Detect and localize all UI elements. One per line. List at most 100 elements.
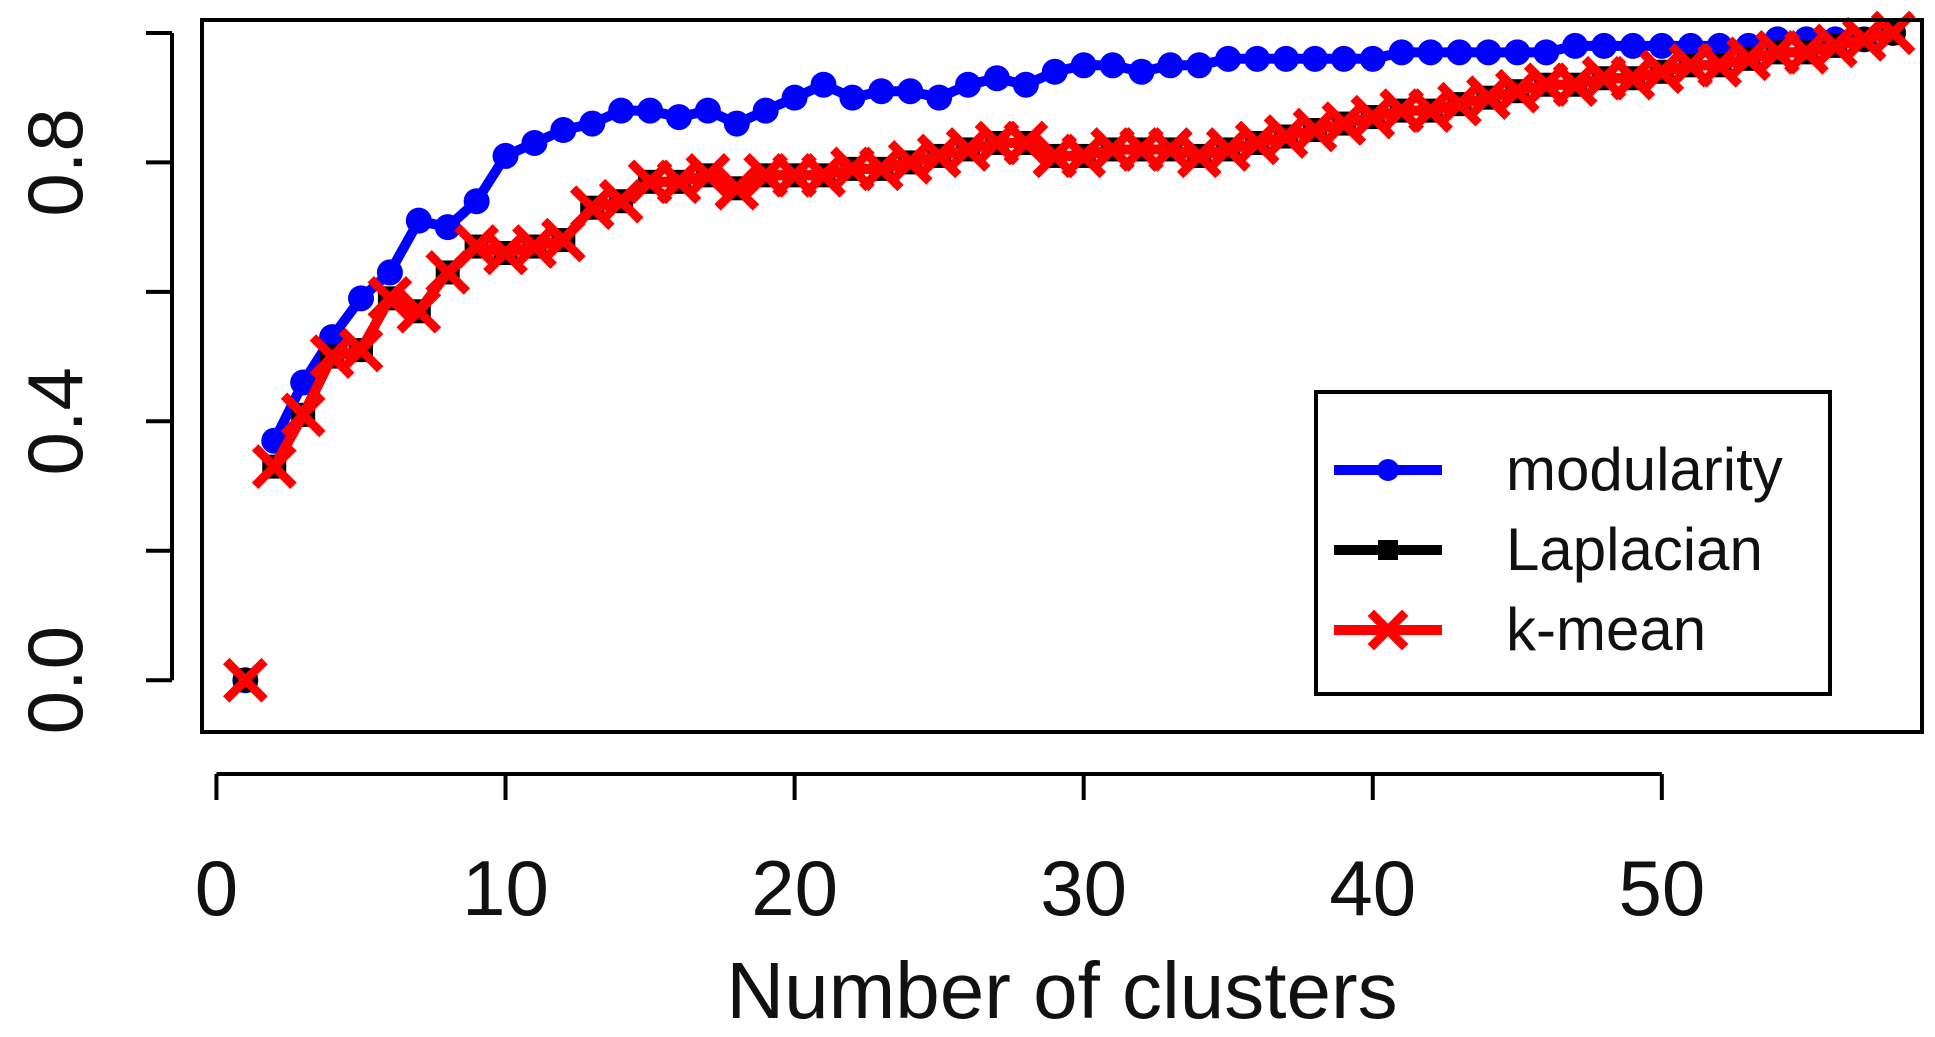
data-point-modularity [1591,32,1618,59]
data-point-modularity [1330,45,1357,72]
data-point-modularity [550,117,577,144]
series-modularity [232,19,1907,694]
data-point-modularity [983,65,1010,92]
data-point-k-mean [1523,62,1569,108]
legend: modularity Laplacian k-mean [1314,390,1832,696]
legend-item-modularity: modularity [1334,436,1783,503]
data-point-modularity [637,97,664,124]
x-tick-label: 10 [462,844,549,932]
data-point-modularity [1186,52,1213,79]
data-point-modularity [1273,45,1300,72]
data-point-k-mean [830,146,875,192]
legend-item-k-mean: k-mean [1334,596,1706,663]
legend-label-modularity: modularity [1506,436,1783,503]
data-point-k-mean [367,275,413,321]
data-point-k-mean [1755,29,1800,75]
data-point-k-mean [627,159,673,205]
data-point-modularity [810,71,837,98]
data-point-modularity [319,324,346,351]
data-point-modularity [1099,52,1126,79]
data-point-k-mean [1379,88,1425,133]
x-axis-title: Number of clusters [726,946,1397,1035]
data-point-k-mean [1870,10,1916,56]
y-tick-label: 0.0 [11,626,99,734]
data-point-modularity [463,188,490,215]
data-point-modularity [1128,58,1155,85]
data-point-modularity [955,71,982,98]
data-point-modularity [897,78,924,105]
data-point-modularity [1388,39,1415,66]
data-point-k-mean [1668,42,1714,88]
x-tick-label: 0 [195,844,238,932]
data-point-modularity [1504,39,1531,66]
data-point-k-mean [280,392,326,438]
data-point-modularity [723,110,750,137]
legend-item-Laplacian: Laplacian [1334,516,1763,583]
data-point-k-mean [540,217,586,263]
legend-label-k-mean: k-mean [1506,596,1706,663]
series-layer [222,10,1916,703]
data-point-k-mean [1581,55,1627,101]
data-point-modularity [1677,32,1704,59]
data-point-k-mean [222,657,268,703]
x-axis: 0 10 20 30 40 50 [195,772,1705,932]
data-point-modularity [579,110,606,137]
data-point-modularity [1648,32,1675,59]
y-tick-label: 0.8 [11,108,99,216]
data-point-k-mean [743,152,789,198]
data-point-modularity [1417,39,1444,66]
data-point-modularity [781,84,808,111]
legend-marker-k-mean [1367,609,1409,651]
data-point-modularity [1533,39,1560,66]
x-tick-label: 40 [1329,844,1416,932]
data-point-k-mean [714,165,760,211]
data-point-k-mean [251,444,297,489]
data-point-modularity [839,84,866,111]
data-point-k-mean [338,327,384,373]
data-point-modularity [665,104,692,131]
data-point-modularity [1619,32,1646,59]
x-tick-label: 30 [1040,844,1127,932]
data-point-modularity [1215,45,1242,72]
data-point-modularity [1157,52,1184,79]
data-point-modularity [1475,39,1502,66]
data-point-k-mean [396,288,442,334]
data-point-k-mean [598,178,644,224]
data-point-modularity [1562,32,1589,59]
data-point-modularity [608,97,635,124]
data-point-k-mean [1090,127,1135,172]
data-point-modularity [492,142,519,169]
plot-frame [200,18,1924,734]
data-point-modularity [1244,45,1271,72]
data-point-modularity [926,84,953,111]
data-point-modularity [434,214,461,241]
data-point-modularity [868,78,895,105]
data-point-k-mean [685,152,731,198]
data-point-k-mean [1119,127,1164,172]
data-point-modularity [1301,45,1328,72]
data-point-modularity [1706,32,1733,59]
x-tick-label: 50 [1618,844,1705,932]
legend-marker-modularity [1377,459,1399,481]
data-point-modularity [376,259,403,286]
data-point-modularity [521,129,548,156]
data-point-modularity [1070,52,1097,79]
legend-marker-Laplacian [1378,540,1398,560]
data-point-modularity [752,97,779,124]
data-point-modularity [1012,71,1039,98]
x-tick-label: 20 [751,844,838,932]
y-tick-label: 0.4 [11,367,99,475]
data-point-modularity [290,369,317,396]
data-point-modularity [1041,58,1068,85]
data-point-modularity [405,207,432,234]
data-point-modularity [1359,45,1386,72]
legend-label-Laplacian: Laplacian [1506,516,1763,583]
data-point-k-mean [974,120,1020,166]
series-k-mean [222,10,1916,703]
data-point-modularity [1446,39,1473,66]
data-point-modularity [694,97,721,124]
data-point-modularity [347,285,374,312]
data-point-k-mean [772,152,817,198]
data-point-k-mean [1003,120,1049,166]
